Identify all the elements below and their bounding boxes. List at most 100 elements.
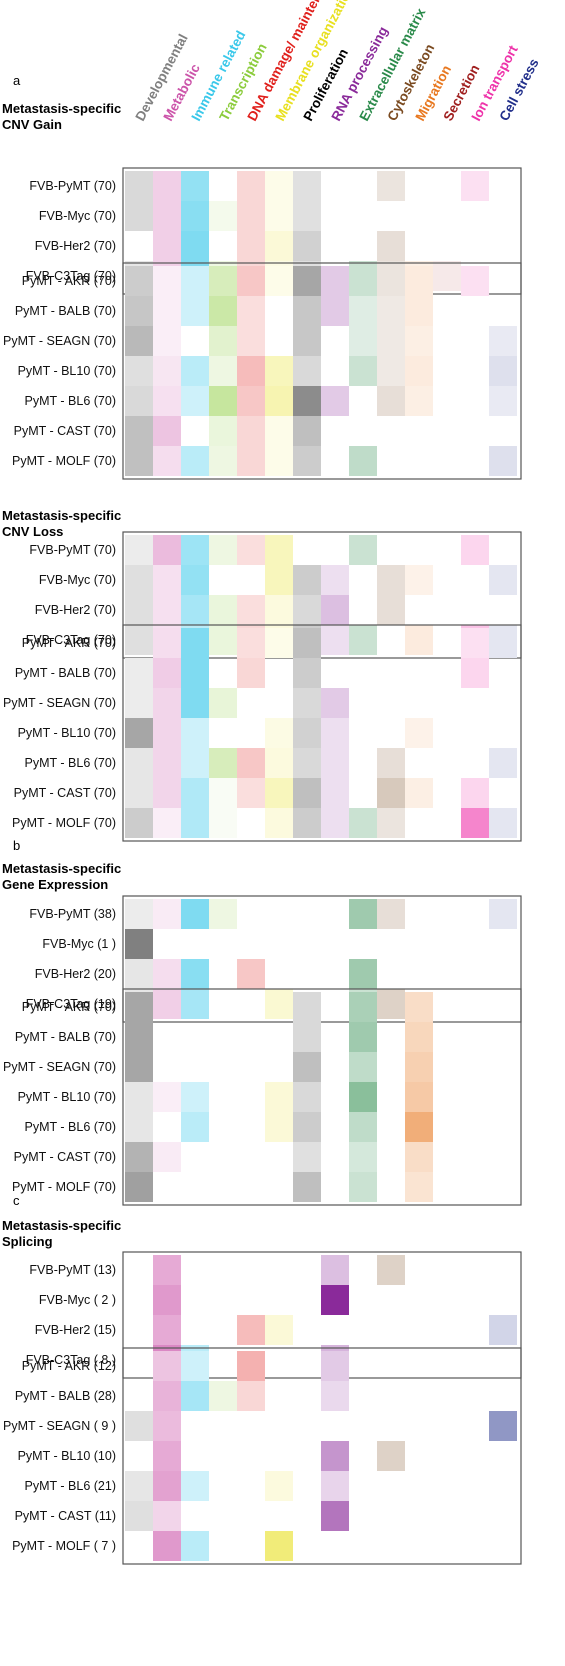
heatmap-cell [405,778,433,808]
heatmap-cell [125,625,153,655]
row-label: PyMT - MOLF (70) [12,1180,116,1194]
heatmap-cell [321,808,349,838]
heatmap-cell [293,171,321,201]
heatmap-cell [321,595,349,625]
heatmap-cell [181,959,209,989]
heatmap-cell [489,628,517,658]
heatmap-cell [153,356,181,386]
heatmap-cell [125,171,153,201]
row-label: FVB-C3Tag (70) [26,269,116,283]
heatmap-cell [265,748,293,778]
heatmap-cell [293,1172,321,1202]
heatmap-cell [125,899,153,929]
row-label: PyMT - SEAGN (70) [3,696,116,710]
heatmap-cell [265,595,293,625]
row-label: FVB-Myc (1 ) [42,937,116,951]
heatmap-cell [489,446,517,476]
heatmap-cell [377,386,405,416]
heatmap-cell [153,959,181,989]
heatmap-cell [209,899,237,929]
heatmap-cell [349,1082,377,1112]
section-title: Metastasis-specific [2,101,121,116]
heatmap-cell [265,386,293,416]
heatmap-cell [321,1501,349,1531]
heatmap-cell [125,992,153,1022]
heatmap-cell [125,386,153,416]
heatmap-cell [125,808,153,838]
heatmap-cell [181,1112,209,1142]
heatmap-cell [153,1315,181,1345]
heatmap-cell [153,1441,181,1471]
heatmap-cell [265,1112,293,1142]
row-label: FVB-Her2 (20) [35,967,116,981]
heatmap-cell [209,808,237,838]
heatmap-cell [377,326,405,356]
heatmap-cell [377,171,405,201]
heatmap-cell [405,565,433,595]
row-label: PyMT - CAST (70) [14,1150,116,1164]
row-label: FVB-Myc ( 2 ) [39,1293,116,1307]
section-title: Metastasis-specific [2,508,121,523]
heatmap-cell [349,808,377,838]
row-label: PyMT - BL10 (70) [18,364,116,378]
heatmap-cell [293,595,321,625]
row-label: FVB-Her2 (15) [35,1323,116,1337]
heatmap-cell [181,231,209,261]
heatmap-cell [209,595,237,625]
heatmap-cell [209,535,237,565]
heatmap-cell [153,565,181,595]
heatmap-cell [321,386,349,416]
heatmap-cell [209,356,237,386]
heatmap-cell [153,748,181,778]
group-frame [122,262,522,480]
row-label: PyMT - BALB (28) [15,1389,116,1403]
heatmap-cell [153,688,181,718]
heatmap-cell [349,1142,377,1172]
heatmap-cell [321,1351,349,1381]
heatmap-cell [293,416,321,446]
row-label: PyMT - AKR (12) [22,1359,116,1373]
heatmap-cell [153,296,181,326]
group-frame [122,1347,522,1565]
heatmap-cell [349,266,377,296]
heatmap-cell [321,1441,349,1471]
heatmap-cell [125,1471,153,1501]
heatmap-cell [237,778,265,808]
group-frame [122,531,522,659]
heatmap-cell [237,628,265,658]
heatmap-cell [237,171,265,201]
heatmap-cell [349,625,377,655]
panel-letter: c [13,1193,20,1208]
heatmap-cell [461,778,489,808]
heatmap-cell [293,658,321,688]
heatmap-cell [181,356,209,386]
heatmap-cell [125,296,153,326]
heatmap-cell [153,989,181,1019]
heatmap-cell [181,171,209,201]
heatmap-cell [321,748,349,778]
heatmap-cell [265,808,293,838]
heatmap-cell [181,989,209,1019]
heatmap-cell [293,1052,321,1082]
heatmap-cell [349,356,377,386]
heatmap-cell [489,326,517,356]
heatmap-cell [237,595,265,625]
heatmap-cell [153,658,181,688]
heatmap-cell [349,1052,377,1082]
heatmap-cell [265,201,293,231]
group-frame [122,895,522,1023]
heatmap-cell [209,625,237,655]
heatmap-cell [125,688,153,718]
heatmap-cell [489,1411,517,1441]
heatmap-cell [321,266,349,296]
heatmap-cell [237,1351,265,1381]
row-label: FVB-C3Tag (19) [26,997,116,1011]
heatmap-cell [461,658,489,688]
heatmap-cell [405,1052,433,1082]
heatmap-cell [209,296,237,326]
heatmap-cell [405,625,433,655]
heatmap-cell [153,778,181,808]
heatmap-cell [237,535,265,565]
row-label: PyMT - AKR (70) [22,274,116,288]
